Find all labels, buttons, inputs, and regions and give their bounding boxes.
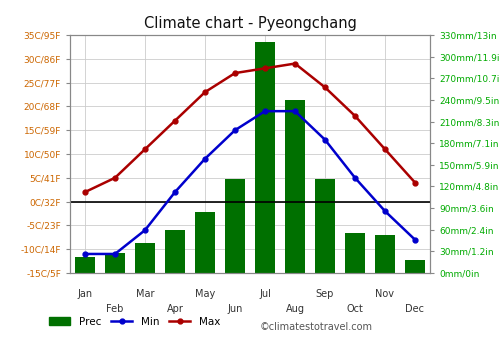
Bar: [405, 260, 425, 273]
Text: Nov: Nov: [376, 289, 394, 299]
Text: Jul: Jul: [259, 289, 271, 299]
Text: ©climatestotravel.com: ©climatestotravel.com: [260, 322, 373, 332]
Text: Sep: Sep: [316, 289, 334, 299]
Text: Jun: Jun: [228, 304, 242, 315]
Text: May: May: [195, 289, 215, 299]
Bar: [135, 243, 155, 273]
Legend: Prec, Min, Max: Prec, Min, Max: [45, 313, 224, 331]
Text: Apr: Apr: [166, 304, 184, 315]
Bar: [256, 42, 275, 273]
Bar: [165, 230, 185, 273]
Text: Oct: Oct: [346, 304, 364, 315]
Text: Aug: Aug: [286, 304, 304, 315]
Bar: [225, 179, 245, 273]
Text: Mar: Mar: [136, 289, 154, 299]
Bar: [375, 236, 395, 273]
Bar: [316, 179, 335, 273]
Bar: [345, 233, 365, 273]
Bar: [195, 212, 215, 273]
Text: Jan: Jan: [78, 289, 92, 299]
Bar: [285, 100, 305, 273]
Text: Dec: Dec: [406, 304, 424, 315]
Title: Climate chart - Pyeongchang: Climate chart - Pyeongchang: [144, 16, 356, 31]
Bar: [75, 257, 95, 273]
Text: Feb: Feb: [106, 304, 124, 315]
Bar: [105, 253, 125, 273]
